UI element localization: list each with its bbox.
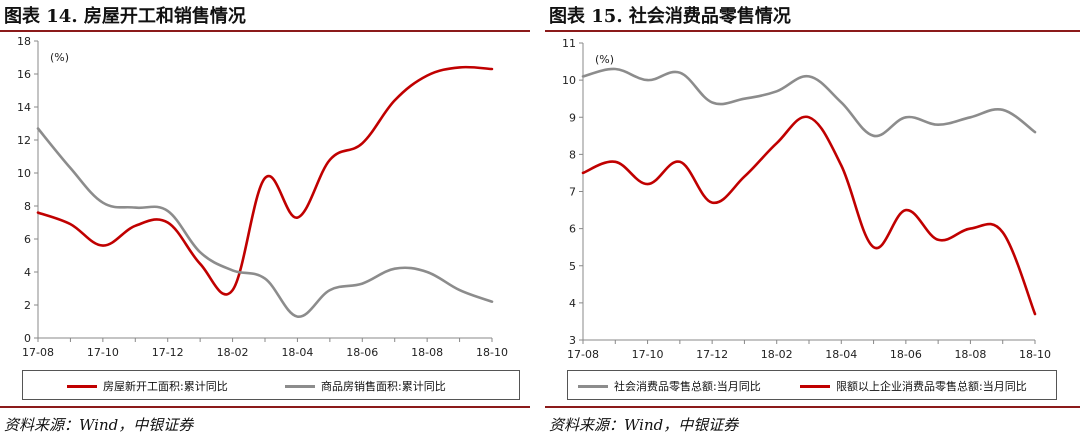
legend: 社会消费品零售总额:当月同比 限额以上企业消费品零售总额:当月同比 <box>567 370 1057 400</box>
series-line-1 <box>36 65 494 296</box>
legend-swatch-red <box>800 384 830 388</box>
series-line-1 <box>581 67 1037 138</box>
unit-label: (%) <box>50 51 69 64</box>
y-tick-label: 12 <box>17 134 31 147</box>
y-tick-label: 14 <box>17 101 31 114</box>
x-tick-label: 17-10 <box>87 346 119 359</box>
title-rule <box>0 30 530 32</box>
legend-item-retail-total: 社会消费品零售总额:当月同比 <box>578 378 761 394</box>
legend: 房屋新开工面积:累计同比 商品房销售面积:累计同比 <box>22 370 520 400</box>
legend-label: 限额以上企业消费品零售总额:当月同比 <box>836 380 1027 393</box>
housing-chart: 0 2 4 6 8 10 12 14 16 18 17-08 17-10 17-12 18-02 18-04… <box>17 35 508 359</box>
y-tick-label: 10 <box>17 167 31 180</box>
y-tick-label: 9 <box>569 111 576 124</box>
x-tick-label: 18-10 <box>1019 348 1051 361</box>
y-tick-label: 4 <box>569 297 576 310</box>
figure-title: 图表 15. 社会消费品零售情况 <box>549 6 791 27</box>
legend-label: 商品房销售面积:累计同比 <box>321 380 446 393</box>
x-tick-label: 18-08 <box>954 348 986 361</box>
x-tick-label: 17-10 <box>632 348 664 361</box>
y-tick-label: 18 <box>17 35 31 48</box>
footer-rule <box>0 406 530 408</box>
legend-label: 房屋新开工面积:累计同比 <box>103 380 228 393</box>
y-tick-label: 4 <box>24 266 31 279</box>
series-line-2 <box>36 127 494 318</box>
series-line-2 <box>581 115 1037 316</box>
y-tick-label: 2 <box>24 299 31 312</box>
y-tick-label: 6 <box>24 233 31 246</box>
x-tick-label: 18-02 <box>217 346 249 359</box>
legend-label: 社会消费品零售总额:当月同比 <box>614 380 761 393</box>
y-tick-label: 8 <box>24 200 31 213</box>
source-note: 资料来源：Wind，中银证券 <box>549 416 739 434</box>
x-tick-label: 17-08 <box>567 348 599 361</box>
footer-rule <box>545 406 1080 408</box>
x-tick-label: 18-04 <box>281 346 313 359</box>
x-tick-label: 17-12 <box>152 346 184 359</box>
x-tick-label: 18-04 <box>825 348 857 361</box>
y-tick-label: 11 <box>562 37 576 50</box>
y-tick-label: 8 <box>569 148 576 161</box>
retail-chart: 3 4 5 6 7 8 9 10 11 17-08 17-10 17-12 18-02 18-04 18-0… <box>562 37 1051 361</box>
figure-title: 图表 14. 房屋开工和销售情况 <box>4 6 246 27</box>
x-tick-label: 18-08 <box>411 346 443 359</box>
legend-swatch-gray <box>285 384 315 388</box>
source-note: 资料来源：Wind，中银证券 <box>4 416 194 434</box>
legend-item-sales: 商品房销售面积:累计同比 <box>285 378 446 394</box>
y-tick-label: 6 <box>569 223 576 236</box>
title-rule <box>545 30 1080 32</box>
legend-swatch-gray <box>578 384 608 388</box>
y-tick-label: 7 <box>569 186 576 199</box>
y-tick-label: 0 <box>24 332 31 345</box>
x-tick-label: 18-06 <box>346 346 378 359</box>
legend-item-above-quota: 限额以上企业消费品零售总额:当月同比 <box>800 378 1027 394</box>
legend-item-starts: 房屋新开工面积:累计同比 <box>67 378 228 394</box>
x-tick-label: 18-02 <box>761 348 793 361</box>
y-tick-label: 10 <box>562 74 576 87</box>
x-tick-label: 17-08 <box>22 346 54 359</box>
y-tick-label: 5 <box>569 260 576 273</box>
x-tick-label: 18-06 <box>890 348 922 361</box>
x-tick-label: 17-12 <box>696 348 728 361</box>
legend-swatch-red <box>67 384 97 388</box>
y-tick-label: 16 <box>17 68 31 81</box>
unit-label: (%) <box>595 53 614 66</box>
figure-15-panel: 图表 15. 社会消费品零售情况 3 4 5 6 7 8 9 10 11 17-08 17-10 17… <box>545 0 1080 438</box>
x-tick-label: 18-10 <box>476 346 508 359</box>
y-tick-label: 3 <box>569 334 576 347</box>
figure-14-panel: 图表 14. 房屋开工和销售情况 0 2 4 6 8 10 12 14 16 18 17-08 17-… <box>0 0 530 438</box>
